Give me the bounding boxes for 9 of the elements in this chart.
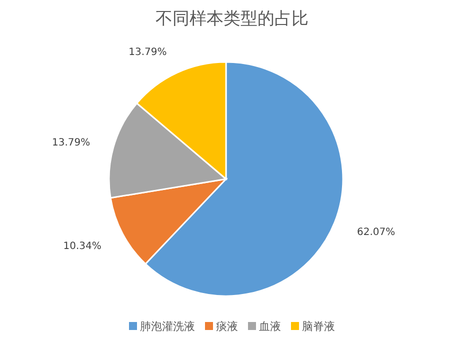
legend-label: 肺泡灌洗液 [140, 320, 195, 333]
legend-label: 血液 [259, 320, 281, 333]
chart-title: 不同样本类型的占比 [156, 9, 308, 29]
data-label: 10.34% [63, 241, 102, 252]
data-label: 62.07% [356, 227, 396, 238]
data-label: 13.79% [128, 47, 167, 58]
data-label: 13.79% [52, 137, 90, 148]
legend-label: 痰液 [216, 320, 238, 333]
legend-label: 脑脊液 [302, 320, 335, 333]
